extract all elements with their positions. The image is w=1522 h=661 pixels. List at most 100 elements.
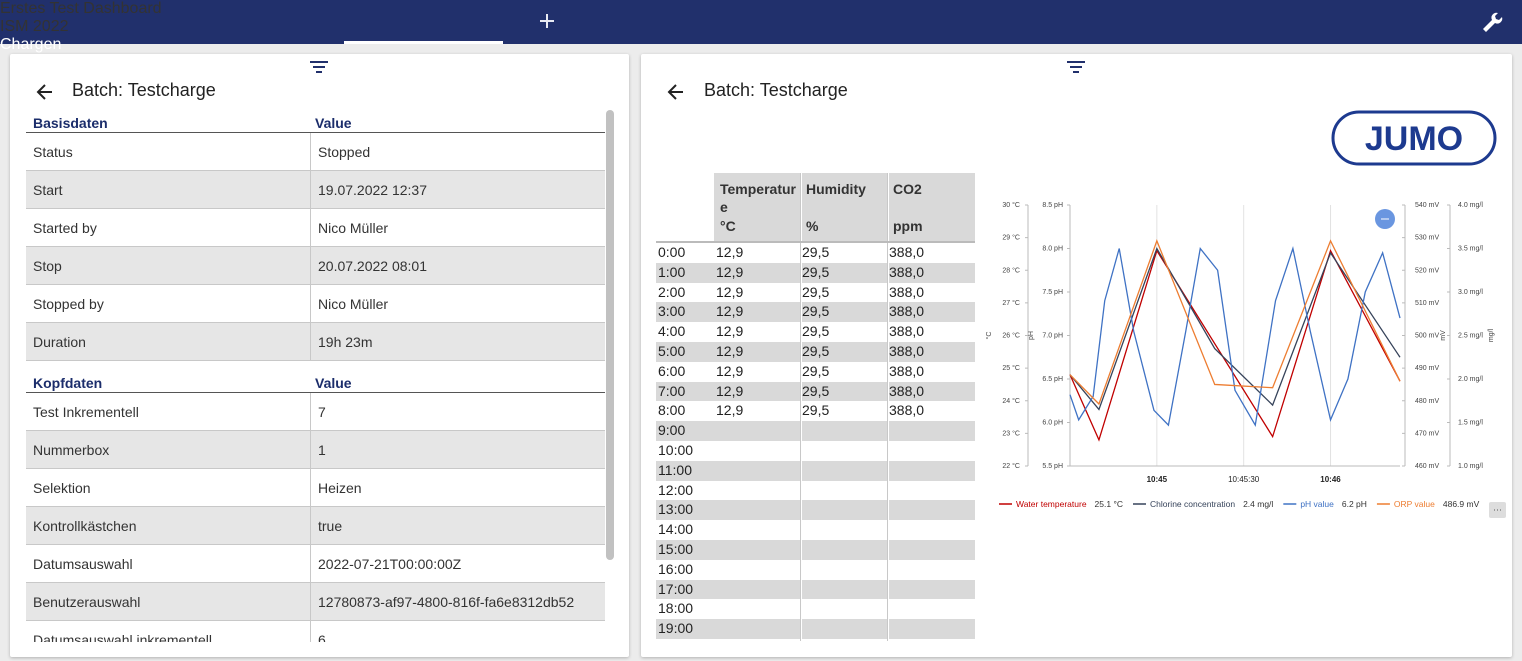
section-header: Basisdaten Value [26,110,605,133]
data-cell: 29,5 [802,362,830,379]
data-cell: 388,0 [889,343,925,359]
table-row: Stop 20.07.2022 08:01 [26,247,605,285]
time-cell: 14:00 [658,521,694,538]
time-cell: 9:00 [658,422,686,439]
tab[interactable]: Erstes Test Dashboard [0,0,162,17]
y-tick-label: 30 °C [1002,201,1020,209]
time-cell: 13:00 [658,501,694,518]
y-tick-label: 29 °C [1002,234,1020,242]
table-header-bg [714,173,975,241]
data-cell: 12,9 [716,402,744,419]
label-cell: Started by [26,209,311,246]
y-tick-label: 6.5 pH [1042,376,1063,383]
data-cell: 29,5 [802,402,830,419]
table-row: Status Stopped [26,133,605,171]
y-tick-label: 3.0 mg/l [1458,289,1483,296]
settings-wrench[interactable] [1479,9,1505,35]
legend-value: 6.2 pH [1342,499,1367,509]
column-name: Temperature [720,181,796,215]
y-tick-label: 510 mV [1415,300,1439,307]
y-tick-label: 2.0 mg/l [1458,376,1483,383]
value-cell: Nico Müller [318,295,389,312]
tab[interactable]: ISM 2022 [0,18,69,35]
data-cell: 29,5 [802,303,830,320]
label-cell: Selektion [26,469,311,506]
time-cell: 2:00 [658,283,686,300]
table-row: Datumsauswahl inkrementell 6 [26,621,605,642]
data-cell: 29,5 [802,244,830,260]
row-bg [656,540,975,560]
tab[interactable]: Chargen [0,36,62,53]
table-row: Started by Nico Müller [26,209,605,247]
y-tick-label: 460 mV [1415,463,1439,470]
panel-title: Batch: Testcharge [704,80,848,100]
axis-title: mg/l [1488,328,1495,342]
legend-label: pH value [1300,499,1334,509]
row-bg [656,500,975,521]
data-cell: 388,0 [889,244,925,260]
y-tick-label: 8.0 pH [1042,246,1063,253]
y-tick-label: 26 °C [1002,332,1020,340]
time-cell: 11:00 [658,461,692,478]
data-cell: 388,0 [889,323,925,340]
logo: JUMO [1331,110,1497,166]
label-cell: Duration [26,323,311,360]
data-cell: 388,0 [889,362,925,379]
time-cell: 4:00 [658,323,686,340]
time-cell: 3:00 [658,303,686,320]
value-cell: 20.07.2022 08:01 [318,257,427,274]
add-tab-button[interactable] [538,12,556,30]
value-cell: 6 [318,631,326,643]
header-cell: Value [315,375,352,391]
legend-label: Chlorine concentration [1150,499,1235,509]
filter-icon[interactable] [1066,59,1086,75]
column-divider [800,173,802,641]
y-tick-label: 24 °C [1002,397,1020,405]
data-cell: 12,9 [716,382,744,399]
label-cell: Status [26,133,311,170]
time-cell: 5:00 [658,343,686,359]
column-unit: °C [720,218,736,234]
row-bg [656,421,975,441]
data-cell: 12,9 [716,343,744,359]
value-cell: 7 [318,403,326,420]
legend-value: 486.9 mV [1443,499,1480,509]
back-arrow[interactable] [35,82,55,102]
chart: 22 °C 23 °C 24 °C 25 °C 26 °C 27 °C 28 °C 29 °C… [985,201,1506,518]
data-cell: 12,9 [716,244,744,260]
time-cell: 1:00 [658,263,686,280]
time-cell: 16:00 [658,560,694,577]
x-tick-label: 10:45 [1147,475,1168,484]
axis-title: °C [985,332,993,340]
column-unit: % [806,218,819,234]
legend-value: 2.4 mg/l [1243,499,1273,509]
label-cell: Stopped by [26,285,311,322]
logo-text: JUMO [1365,120,1463,158]
filter-icon[interactable] [309,59,329,75]
label-cell: Datumsauswahl inkrementell [26,621,311,642]
series-line [1069,246,1401,428]
legend-label: ORP value [1394,499,1435,509]
row-bg [656,342,975,362]
label-cell: Test Inkrementell [26,393,311,430]
back-arrow[interactable] [666,82,686,102]
y-tick-label: 27 °C [1002,299,1020,307]
value-cell: 19.07.2022 12:37 [318,181,427,198]
time-cell: 10:00 [658,442,694,458]
y-tick-label: 490 mV [1415,365,1439,372]
time-cell: 6:00 [658,362,686,379]
data-cell: 29,5 [802,263,830,280]
y-tick-label: 500 mV [1415,333,1439,340]
y-tick-label: 540 mV [1415,202,1439,209]
data-cell: 12,9 [716,303,744,320]
active-tab-indicator [344,41,503,44]
label-cell: Benutzerauswahl [26,583,311,620]
value-cell: 1 [318,441,326,458]
column-name: CO2 [893,181,922,197]
y-tick-label: 480 mV [1415,398,1439,405]
row-bg [656,460,975,481]
batch-table: Basisdaten Value Status Stopped Start 19.07.2… [26,110,605,642]
value-cell: true [318,517,343,534]
scrollbar[interactable] [606,110,614,560]
header-cell: Kopfdaten [33,375,103,391]
